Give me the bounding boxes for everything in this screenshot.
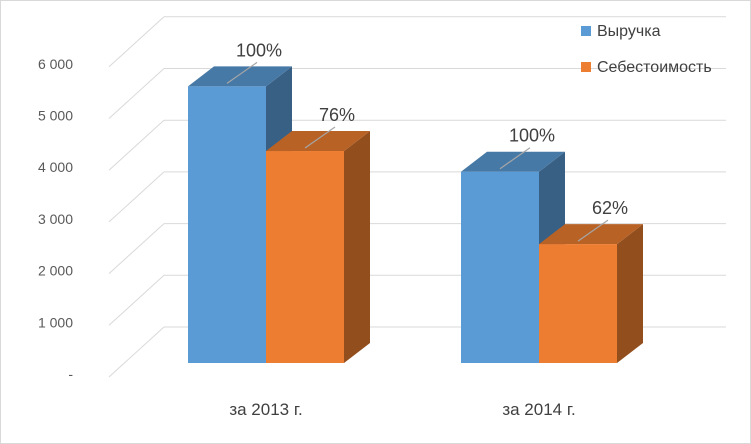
data-label-leader (226, 61, 258, 84)
y-tick-label: 2 000 (38, 263, 73, 279)
gridline-skew (108, 326, 165, 378)
x-tick-label: за 2014 г. (502, 400, 575, 419)
data-label: 62% (592, 198, 628, 218)
bar-top (539, 224, 643, 245)
data-label: 76% (319, 105, 355, 125)
gridline-skew (108, 68, 165, 119)
legend-label: Себестоимость (597, 59, 712, 76)
data-label-leader (577, 219, 609, 242)
bar-side (617, 224, 643, 363)
data-label: 100% (236, 40, 282, 60)
x-tick-label: за 2013 г. (229, 400, 302, 419)
y-tick-label: 4 000 (38, 159, 73, 175)
data-label: 100% (509, 126, 555, 146)
y-tick-label: - (68, 366, 73, 382)
bar-top (266, 131, 370, 152)
data-label-leader (304, 126, 336, 149)
bar (461, 171, 539, 363)
gridline-skew (108, 171, 165, 223)
legend-swatch (581, 26, 591, 36)
y-tick-label: 6 000 (38, 56, 73, 72)
bar-side (344, 131, 370, 363)
legend-label: Выручка (597, 23, 661, 40)
bar-top (188, 66, 292, 87)
bar (539, 244, 617, 363)
gridline-skew (108, 119, 165, 171)
legend-swatch (581, 62, 591, 72)
bar (266, 151, 344, 363)
gridline-skew (108, 16, 165, 68)
y-tick-label: 5 000 (38, 108, 73, 124)
bar-top (461, 151, 565, 172)
bar (188, 86, 266, 363)
y-tick-label: 1 000 (38, 314, 73, 330)
gridline-skew (108, 223, 165, 274)
gridline-skew (108, 274, 165, 326)
data-label-leader (499, 147, 531, 170)
y-tick-label: 3 000 (38, 211, 73, 227)
